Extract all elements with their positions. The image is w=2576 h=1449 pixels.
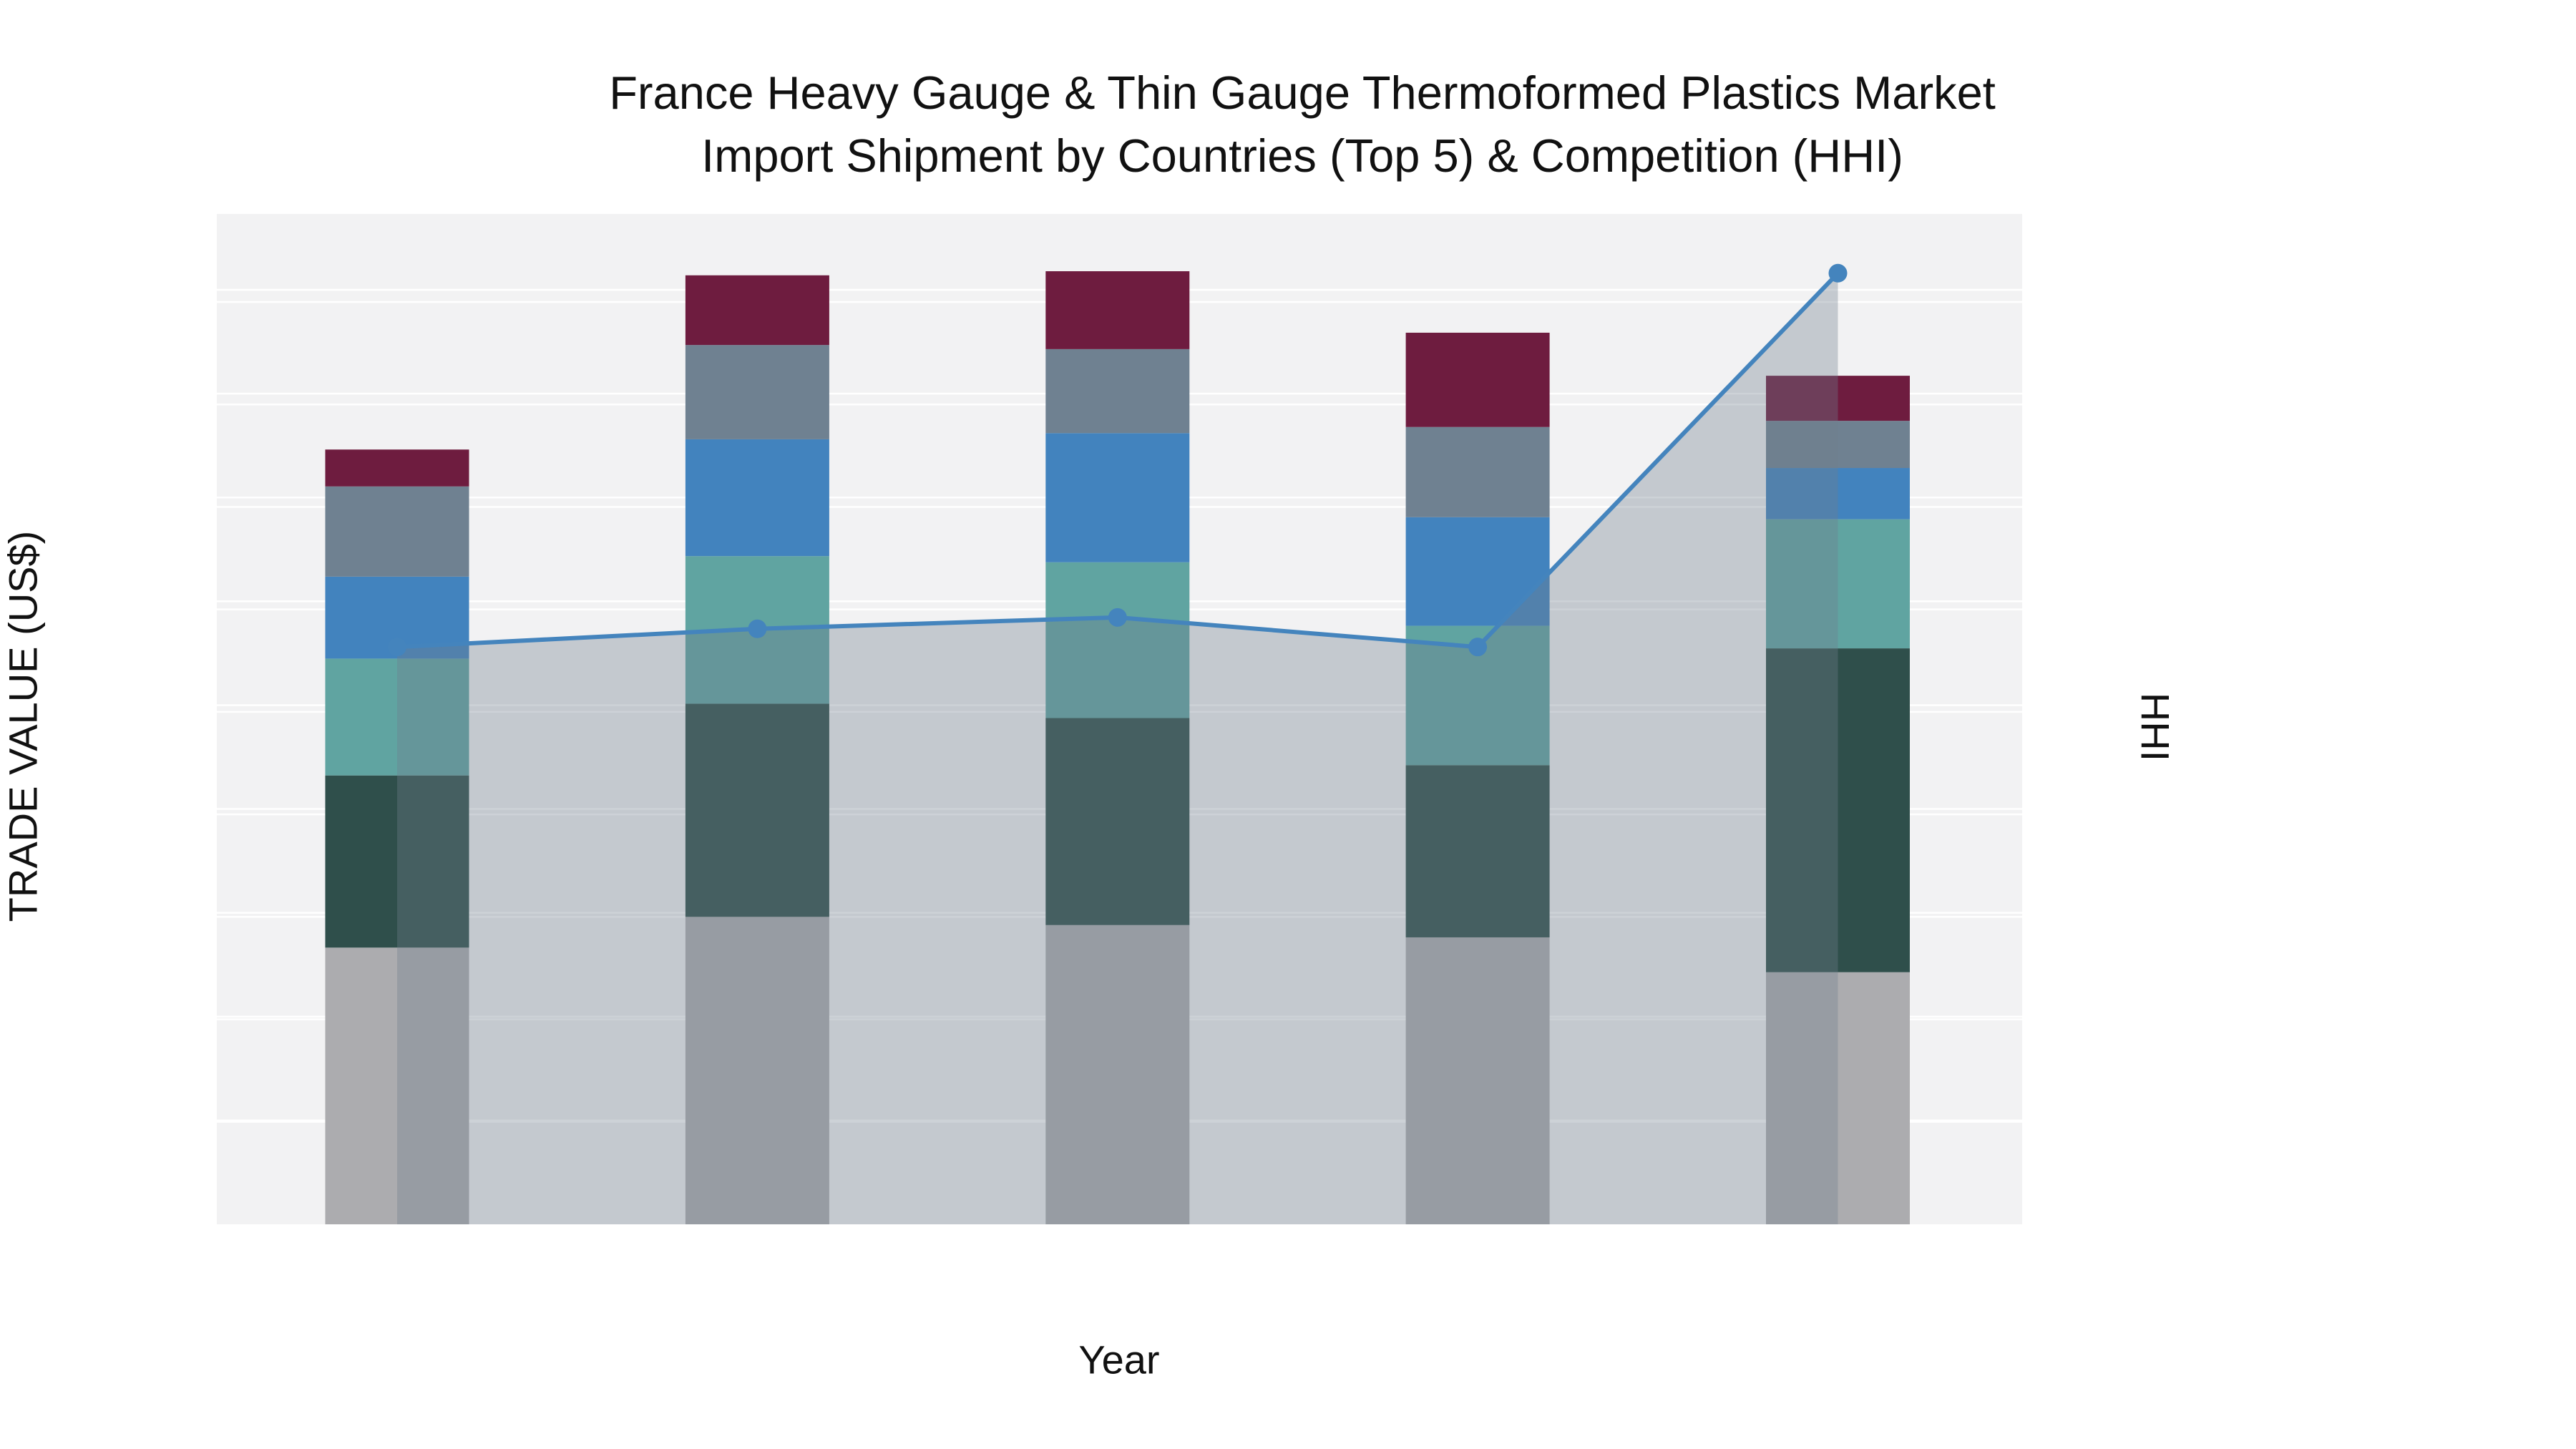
bar-segment-netherlands-2023[interactable]	[1405, 517, 1550, 626]
bar-segment-poland-2021[interactable]	[685, 275, 829, 346]
bar-segment-poland-2022[interactable]	[1045, 271, 1190, 349]
chart-title-line1: France Heavy Gauge & Thin Gauge Thermofo…	[609, 67, 1996, 119]
hhi-marker-2020[interactable]	[388, 638, 406, 657]
bar-segment-netherlands-2022[interactable]	[1045, 433, 1190, 562]
hhi-marker-2021[interactable]	[748, 619, 767, 638]
bar-segment-china-2024[interactable]	[1766, 648, 1910, 972]
bar-segment-poland-2024[interactable]	[1766, 376, 1910, 421]
bar-segment-germany-2020[interactable]	[325, 486, 469, 577]
bar-segment-germany-2024[interactable]	[1766, 421, 1910, 469]
hhi-marker-2023[interactable]	[1468, 638, 1488, 657]
bar-segment-germany-2023[interactable]	[1405, 426, 1550, 517]
bar-segment-italy-2024[interactable]	[1766, 519, 1910, 649]
bar-segment-china-2021[interactable]	[685, 703, 829, 917]
x-axis-title: Year	[1078, 1337, 1160, 1382]
bar-segment-netherlands-2021[interactable]	[685, 439, 829, 557]
bar-segment-germany-2021[interactable]	[685, 345, 829, 439]
bar-segment-others-2023[interactable]	[1405, 937, 1550, 1224]
hhi-marker-2024[interactable]	[1828, 263, 1848, 283]
bar-segment-others-2021[interactable]	[685, 917, 829, 1224]
bar-segment-germany-2022[interactable]	[1045, 348, 1190, 434]
bar-segment-china-2020[interactable]	[325, 775, 469, 948]
bar-segment-china-2023[interactable]	[1405, 765, 1550, 937]
hhi-marker-2022[interactable]	[1108, 608, 1127, 627]
bar-segment-poland-2020[interactable]	[325, 449, 469, 487]
hhi-area	[397, 273, 1838, 1224]
bar-segment-italy-2022[interactable]	[1045, 562, 1190, 718]
bar-segment-poland-2023[interactable]	[1405, 332, 1550, 427]
y-right-axis-title: HHI	[2132, 692, 2178, 762]
chart-title-line2: Import Shipment by Countries (Top 5) & C…	[701, 130, 1903, 182]
y-left-axis-title: TRADE VALUE (US$)	[0, 530, 46, 922]
bar-segment-china-2022[interactable]	[1045, 718, 1190, 925]
bar-segment-others-2022[interactable]	[1045, 924, 1190, 1224]
bar-segment-netherlands-2024[interactable]	[1766, 468, 1910, 519]
bar-segment-others-2024[interactable]	[1766, 972, 1910, 1224]
bar-segment-others-2020[interactable]	[325, 947, 469, 1224]
bar-segment-italy-2020[interactable]	[325, 658, 469, 776]
